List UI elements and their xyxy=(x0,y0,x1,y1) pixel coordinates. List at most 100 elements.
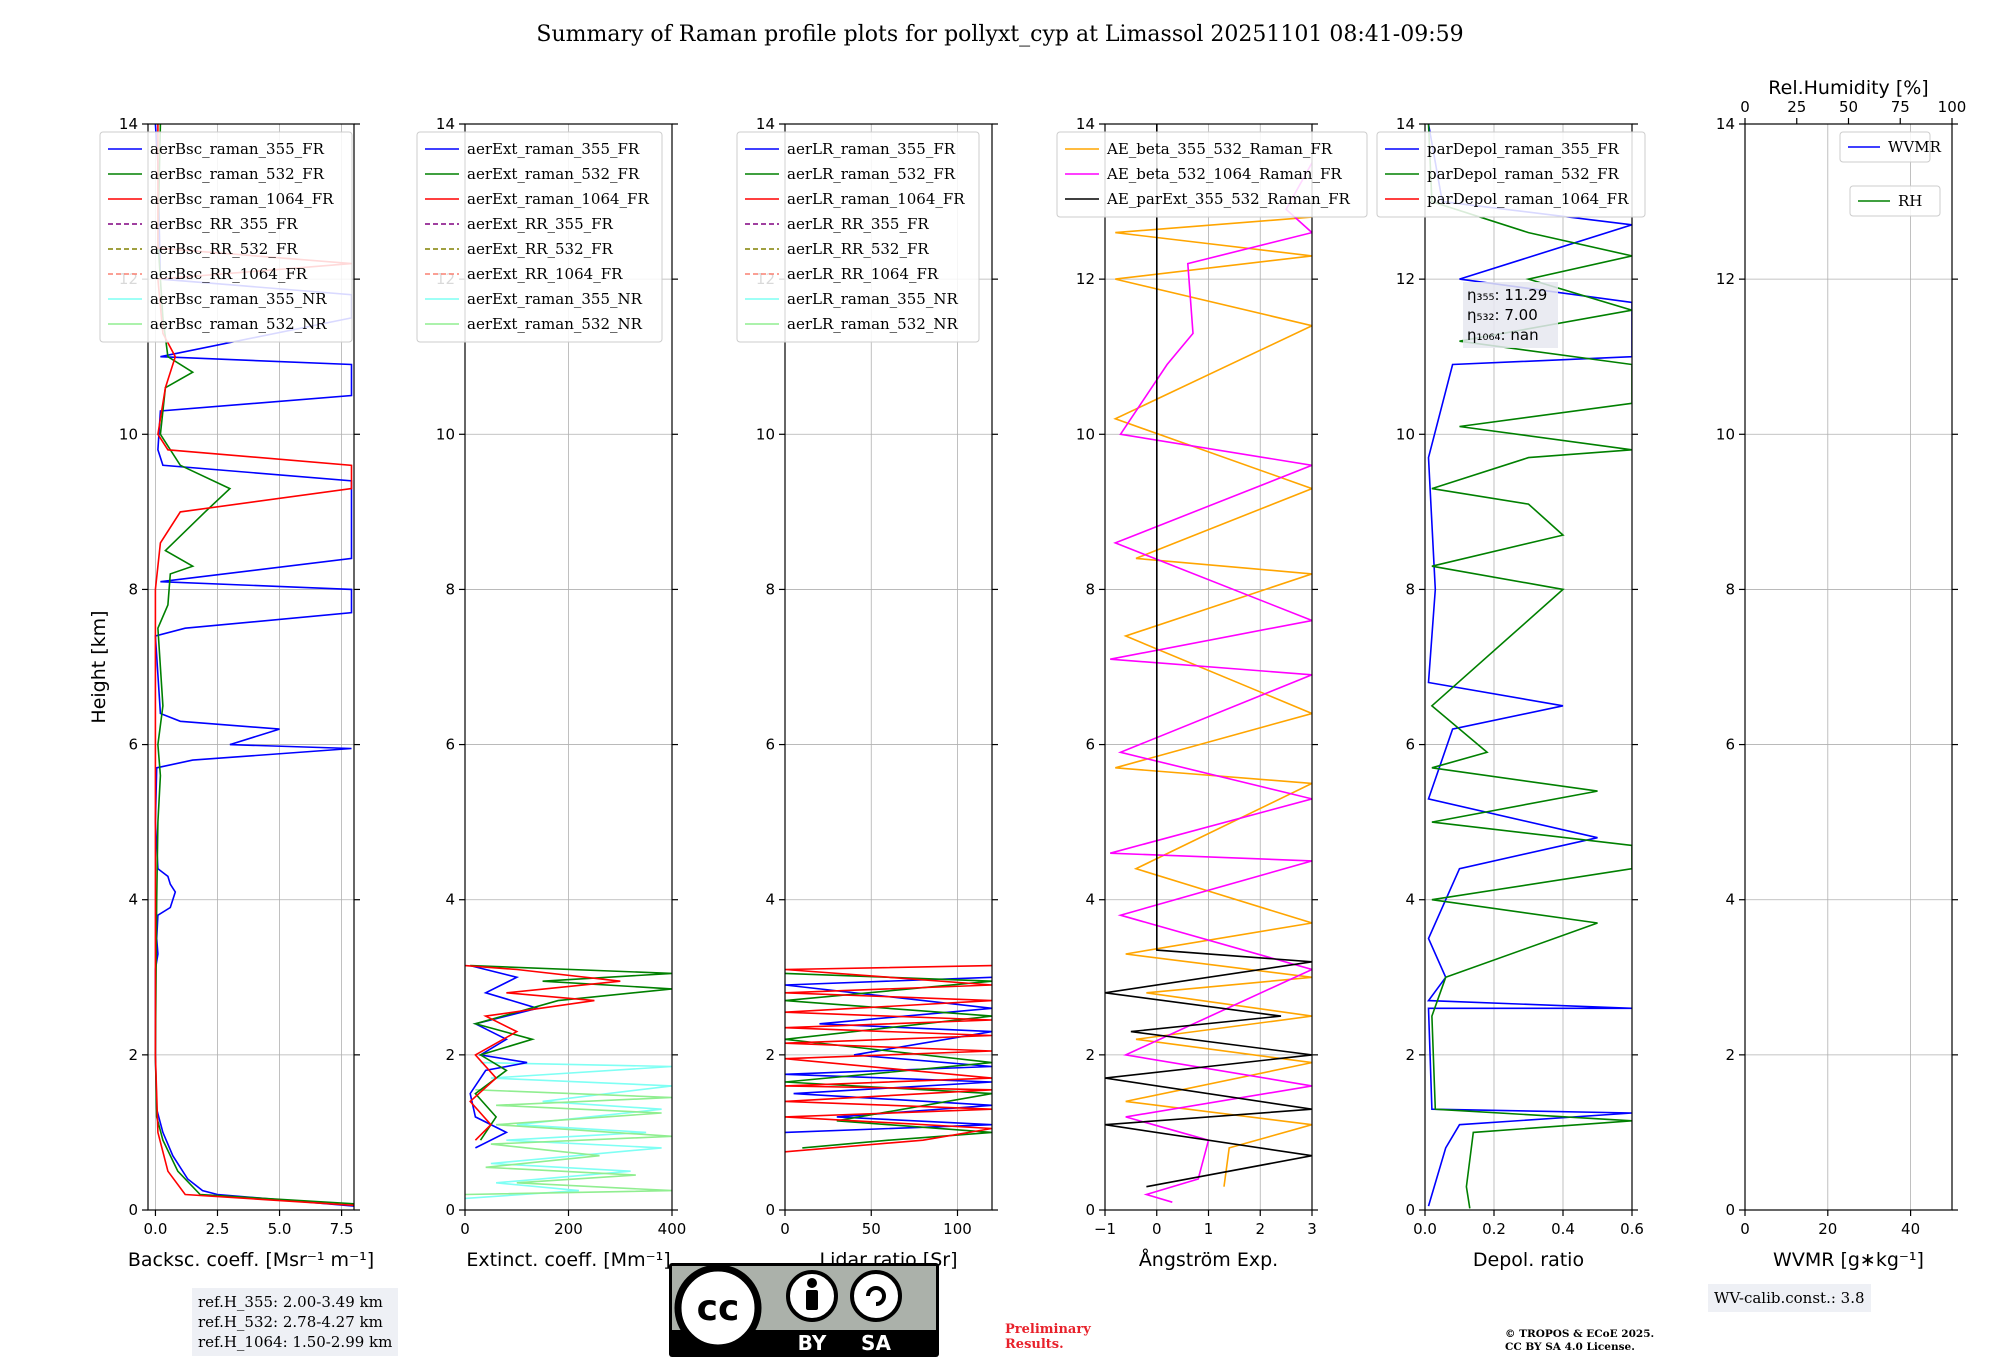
page-title: Summary of Raman profile plots for polly… xyxy=(536,22,1464,47)
series-line-AE_beta_532_1064_Raman_FR xyxy=(1109,162,1312,1203)
x-axis-label: Backsc. coeff. [Msr⁻¹ m⁻¹] xyxy=(128,1249,374,1271)
y-tick-label: 6 xyxy=(1085,736,1095,754)
legend-box xyxy=(736,131,980,343)
legend-box xyxy=(1376,131,1646,218)
series-group xyxy=(1426,124,1632,1209)
y-tick-label: 6 xyxy=(128,736,138,754)
legend-label: aerBsc_raman_355_FR xyxy=(150,140,325,158)
copyright-line-1: © TROPOS & ECoE 2025. xyxy=(1505,1328,1655,1340)
y-tick-label: 2 xyxy=(445,1046,455,1064)
copyright-line-2: CC BY SA 4.0 License. xyxy=(1505,1341,1635,1353)
y-tick-label: 8 xyxy=(128,580,138,598)
legend-label: aerExt_raman_532_FR xyxy=(467,165,640,183)
axes-frame xyxy=(1744,123,1953,1211)
y-tick-label: 12 xyxy=(1076,270,1095,288)
copyright-note: © TROPOS & ECoE 2025. CC BY SA 4.0 Licen… xyxy=(1505,1328,1654,1354)
series-line-parDepol_raman_532_FR xyxy=(1427,124,1632,1209)
legend-label: aerExt_raman_355_FR xyxy=(467,140,640,158)
legend-label: parDepol_raman_355_FR xyxy=(1427,140,1620,158)
y-tick-label: 2 xyxy=(1725,1046,1735,1064)
y-tick-label: 4 xyxy=(128,891,138,909)
y-tick-label: 6 xyxy=(445,736,455,754)
legend-box xyxy=(1849,185,1941,217)
y-tick-label: 8 xyxy=(765,580,775,598)
y-tick-label: 6 xyxy=(1405,736,1415,754)
legend-label: aerLR_RR_355_FR xyxy=(787,215,929,233)
legend-label: aerExt_raman_355_NR xyxy=(467,290,643,308)
legend-box xyxy=(1839,131,1931,163)
ref-height-1064: ref.H_1064: 1.50-2.99 km xyxy=(198,1333,393,1351)
x-tick-label: 20 xyxy=(1818,1220,1837,1238)
wv-calibration-box: WV-calib.const.: 3.8 xyxy=(1708,1284,1871,1312)
y-tick-label: 0 xyxy=(128,1201,138,1219)
y-tick-label: 10 xyxy=(1396,425,1415,443)
y-tick-label: 12 xyxy=(1716,270,1735,288)
y-tick-label: 4 xyxy=(1725,891,1735,909)
y-tick-label: 0 xyxy=(445,1201,455,1219)
x-tick-label: 50 xyxy=(862,1220,881,1238)
legend-box xyxy=(416,131,663,343)
x-tick-label: 0 xyxy=(780,1220,790,1238)
wv-calibration-text: WV-calib.const.: 3.8 xyxy=(1714,1289,1865,1307)
y-tick-label: 10 xyxy=(756,425,775,443)
series-line-AE_parExt_355_532_Raman_FR xyxy=(1105,124,1312,1188)
series-line-aerLR_raman_532_FR xyxy=(785,972,992,1149)
x-tick-label: 0 xyxy=(1740,1220,1750,1238)
top-x-tick-label: 50 xyxy=(1839,98,1858,116)
x-tick-label: 400 xyxy=(658,1220,687,1238)
y-tick-label: 2 xyxy=(128,1046,138,1064)
x-tick-label: 7.5 xyxy=(330,1220,354,1238)
x-tick-label: 200 xyxy=(554,1220,583,1238)
cc-by-sa-logo: cc BY SA xyxy=(669,1263,939,1357)
legend-label: parDepol_raman_532_FR xyxy=(1427,165,1620,183)
top-x-tick-label: 0 xyxy=(1740,98,1750,116)
legend-box xyxy=(99,131,353,343)
legend-label: aerBsc_RR_532_FR xyxy=(150,240,298,258)
series-line-parDepol_raman_355_FR xyxy=(1426,124,1632,1207)
y-tick-label: 12 xyxy=(1396,270,1415,288)
series-line-aerExt_raman_532_NR xyxy=(465,1089,672,1196)
cc-circle-icon xyxy=(674,1264,762,1352)
y-tick-label: 0 xyxy=(1725,1201,1735,1219)
reference-height-box: ref.H_355: 2.00-3.49 km ref.H_532: 2.78-… xyxy=(192,1288,399,1356)
y-tick-label: 10 xyxy=(436,425,455,443)
legend-label: aerExt_raman_1064_FR xyxy=(467,190,649,208)
y-axis-label: Height [km] xyxy=(88,610,110,723)
legend-label: AE_beta_532_1064_Raman_FR xyxy=(1106,165,1342,183)
y-tick-label: 2 xyxy=(765,1046,775,1064)
y-tick-label: 4 xyxy=(765,891,775,909)
panel-bsc: 0.02.55.07.502468101214Backsc. coeff. [M… xyxy=(88,115,374,1271)
legend-label: aerExt_RR_355_FR xyxy=(467,215,614,233)
x-tick-label: −1 xyxy=(1094,1220,1116,1238)
sa-share-arrow-icon xyxy=(866,1286,886,1306)
series-line-aerExt_raman_355_NR xyxy=(465,1061,672,1200)
top-x-tick-label: 100 xyxy=(1938,98,1967,116)
y-tick-label: 4 xyxy=(1405,891,1415,909)
y-tick-label: 14 xyxy=(119,115,138,133)
eta-value: η₅₃₂: 7.00 xyxy=(1467,306,1538,324)
eta-box xyxy=(1463,282,1558,348)
x-tick-label: 3 xyxy=(1307,1220,1317,1238)
legend-label: aerBsc_raman_355_NR xyxy=(150,290,327,308)
legend-label: AE_beta_355_532_Raman_FR xyxy=(1106,140,1333,158)
eta-value: η₃₅₅: 11.29 xyxy=(1467,286,1547,304)
series-line-aerExt_raman_532_FR xyxy=(470,964,672,1141)
top-x-tick-label: 25 xyxy=(1787,98,1806,116)
x-tick-label: 2 xyxy=(1255,1220,1265,1238)
legend-label: aerLR_raman_532_FR xyxy=(787,165,956,183)
legend-label: aerBsc_RR_355_FR xyxy=(150,215,298,233)
panel-ext: 020040002468101214Extinct. coeff. [Mm⁻¹]… xyxy=(416,115,687,1271)
y-tick-label: 8 xyxy=(1085,580,1095,598)
y-tick-label: 6 xyxy=(1725,736,1735,754)
top-x-axis-label: Rel.Humidity [%] xyxy=(1768,77,1928,99)
x-tick-label: 1 xyxy=(1204,1220,1214,1238)
legend-label: parDepol_raman_1064_FR xyxy=(1427,190,1629,208)
series-line-aerLR_raman_355_FR xyxy=(785,976,992,1134)
y-tick-label: 0 xyxy=(1085,1201,1095,1219)
x-tick-label: 2.5 xyxy=(206,1220,230,1238)
legend-label: WVMR xyxy=(1888,138,1942,156)
y-tick-label: 4 xyxy=(445,891,455,909)
by-person-body-icon xyxy=(806,1290,818,1310)
y-tick-label: 2 xyxy=(1085,1046,1095,1064)
